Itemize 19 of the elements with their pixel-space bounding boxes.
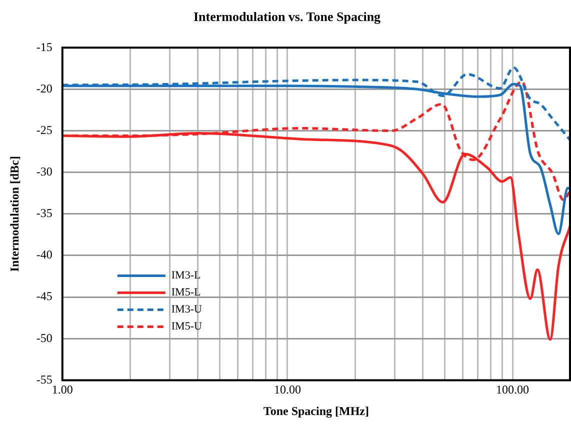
legend-label: IM3-L [171, 270, 202, 282]
y-tick-label: -45 [36, 289, 52, 304]
y-axis-title: Intermodulation [dBc] [7, 156, 22, 272]
y-tick-label: -50 [36, 330, 52, 345]
y-tick-label: -55 [36, 372, 52, 386]
legend-label: IM5-U [171, 320, 202, 333]
y-tick-label: -35 [36, 206, 52, 220]
x-tick-label: 100.00 [496, 382, 530, 397]
y-tick-label: -20 [36, 81, 52, 96]
y-tick-label: -30 [36, 164, 52, 178]
y-tick-label: -15 [36, 40, 52, 54]
x-axis-title: Tone Spacing [MHz] [263, 404, 369, 418]
y-tick-label: -25 [36, 122, 52, 137]
legend-label: IM3-U [171, 304, 202, 316]
x-tick-label: 1.00 [52, 382, 73, 397]
y-tick-label: -40 [36, 248, 52, 262]
x-tick-label: 10.00 [274, 382, 301, 397]
chart-title: Intermodulation vs. Tone Spacing [193, 9, 382, 24]
legend-label: IM5-L [171, 286, 202, 299]
